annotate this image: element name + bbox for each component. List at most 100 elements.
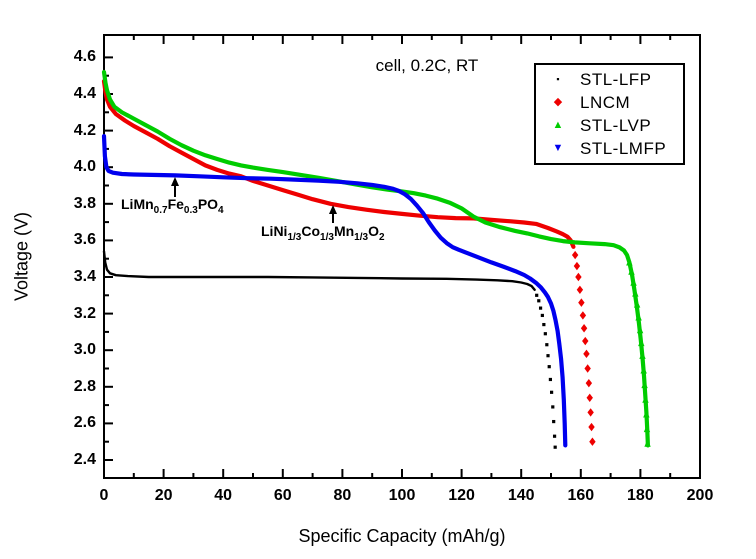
series-line-stl-lmfp: [101, 134, 568, 448]
data-marker-square: [551, 405, 555, 409]
y-tick-label: 2.6: [73, 414, 96, 432]
data-marker-triangle-up: [643, 410, 650, 418]
data-marker-diamond: [578, 298, 585, 307]
data-marker-diamond: [575, 272, 582, 282]
data-marker-diamond: [580, 324, 588, 333]
data-marker-square: [540, 313, 544, 318]
data-marker-diamond: [584, 364, 591, 373]
series-line-stl-lfp: [102, 250, 536, 291]
annotation-subscript: 0.3: [183, 205, 198, 216]
data-marker-diamond: [579, 311, 587, 320]
y-tick-label: 3.8: [73, 194, 96, 212]
legend-item-stl-lfp: ▪ STL-LFP: [536, 69, 683, 91]
x-tick-label: 160: [567, 487, 595, 504]
legend-marker-icon: ◆: [553, 96, 563, 108]
data-marker-square: [538, 306, 543, 310]
x-tick-label: 180: [627, 487, 654, 504]
annotation-subscript: 0.7: [153, 205, 168, 216]
data-marker-triangle-up: [643, 424, 651, 433]
y-tick-label: 2.4: [73, 451, 96, 468]
x-tick-label: 140: [507, 487, 535, 504]
annotation-lmfp-formula: LiMn0.7Fe0.3PO4: [121, 196, 224, 216]
y-tick-label: 4.4: [73, 85, 96, 102]
legend-label: STL-LVP: [580, 115, 652, 135]
data-marker-square: [535, 293, 539, 297]
x-tick-label: 100: [388, 487, 416, 504]
annotation-text: PO: [197, 196, 219, 212]
data-marker-diamond: [585, 378, 593, 388]
x-tick-label: 200: [686, 487, 714, 504]
data-marker-diamond: [587, 408, 594, 417]
data-marker-square: [547, 365, 551, 369]
data-marker-diamond: [571, 250, 579, 260]
x-tick-label: 0: [99, 487, 109, 504]
x-tick-label: 60: [273, 487, 292, 504]
series-line-lncm: [101, 79, 576, 249]
data-marker-triangle-up: [626, 258, 633, 266]
data-marker-diamond: [589, 437, 596, 446]
data-marker-triangle-up: [635, 313, 642, 321]
legend-item-stl-lmfp: ▼ STL-LMFP: [536, 138, 683, 160]
x-axis-title: Specific Capacity (mAh/g): [298, 526, 506, 546]
x-tick-label: 80: [333, 487, 352, 504]
data-marker-triangle-up: [633, 300, 641, 308]
y-tick-label: 4.0: [73, 158, 96, 176]
data-marker-triangle-up: [632, 289, 639, 297]
annotation-text: LiNi: [261, 223, 288, 239]
data-marker-diamond: [588, 422, 595, 432]
annotation-subscript: 1/3: [287, 232, 302, 243]
annotation-arrow-head: [171, 177, 179, 186]
data-marker-square: [542, 322, 546, 327]
annotation-subscript: 2: [378, 232, 385, 243]
data-marker-square: [543, 332, 547, 336]
data-marker-triangle-up: [638, 338, 645, 347]
y-tick-label: 3.2: [73, 304, 96, 322]
annotation-subscript: 4: [218, 205, 224, 216]
data-marker-triangle-up: [640, 366, 647, 374]
data-marker-square: [548, 377, 553, 382]
legend-marker-icon: ▪: [556, 74, 560, 84]
y-tick-label: 3.4: [73, 268, 96, 285]
data-marker-diamond: [573, 261, 581, 271]
legend-item-stl-lvp: ▲ STL-LVP: [536, 115, 683, 137]
annotation-text: Co: [301, 223, 321, 239]
annotation-lncm-formula: LiNi1/3Co1/3Mn1/3O2: [261, 223, 385, 243]
data-marker-triangle-up: [642, 395, 649, 403]
annotation-subscript: 1/3: [320, 232, 334, 243]
data-marker-square: [546, 354, 550, 358]
data-marker-diamond: [586, 393, 593, 402]
data-marker-square: [537, 299, 541, 303]
legend-marker-icon: ▼: [552, 142, 564, 154]
data-marker-square: [552, 434, 557, 438]
legend-marker-icon: ▲: [552, 119, 564, 131]
annotation-subscript: 1/3: [354, 232, 369, 243]
annotation-text: Mn: [333, 223, 355, 239]
annotation-text: Fe: [167, 196, 184, 212]
annotation-text: LiMn: [121, 196, 154, 212]
chart-title: cell, 0.2C, RT: [375, 56, 479, 75]
y-tick-label: 3.0: [73, 341, 96, 359]
y-tick-label: 3.6: [73, 231, 96, 249]
x-tick-label: 40: [214, 487, 233, 504]
data-marker-square: [553, 445, 557, 449]
data-marker-triangle-up: [641, 380, 648, 389]
x-tick-label: 20: [154, 487, 173, 504]
data-marker-diamond: [582, 336, 589, 346]
data-marker-triangle-up: [628, 267, 635, 275]
data-marker-triangle-up: [630, 278, 637, 286]
annotation-text: O: [368, 223, 379, 239]
y-tick-label: 2.8: [73, 377, 96, 395]
y-axis-title: Voltage (V): [11, 211, 32, 302]
y-tick-label: 4.6: [73, 48, 96, 66]
data-marker-square: [552, 419, 556, 424]
data-marker-diamond: [583, 349, 590, 359]
data-marker-square: [545, 343, 549, 347]
legend-label: STL-LMFP: [580, 138, 667, 158]
legend: ▪ STL-LFP ◆ LNCM ▲ STL-LVP ▼ STL-LMFP: [534, 63, 685, 165]
data-marker-triangle-up: [639, 351, 646, 359]
data-marker-diamond: [576, 285, 584, 295]
legend-item-lncm: ◆ LNCM: [536, 92, 683, 114]
annotation-arrow-head: [329, 205, 337, 214]
